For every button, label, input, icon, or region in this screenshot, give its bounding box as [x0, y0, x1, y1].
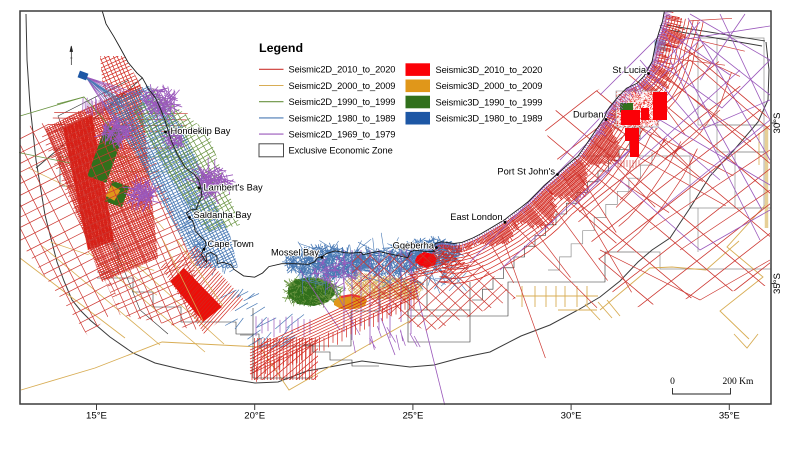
svg-text:Saldanha Bay: Saldanha Bay [194, 210, 252, 220]
svg-text:30°S: 30°S [772, 113, 783, 134]
svg-text:Lambert's Bay: Lambert's Bay [204, 183, 263, 193]
svg-text:15°E: 15°E [86, 411, 107, 422]
svg-text:Seismic2D_1990_to_1999: Seismic2D_1990_to_1999 [289, 97, 396, 107]
svg-text:35°E: 35°E [719, 411, 740, 422]
svg-text:Exclusive Economic Zone: Exclusive Economic Zone [289, 146, 393, 156]
svg-text:Seismic2D_1980_to_1989: Seismic2D_1980_to_1989 [289, 113, 396, 123]
svg-text:Port St John's: Port St John's [497, 167, 555, 177]
svg-text:Seismic2D_2000_to_2009: Seismic2D_2000_to_2009 [289, 81, 396, 91]
svg-text:Gqeberha: Gqeberha [393, 241, 435, 251]
svg-text:200 Km: 200 Km [723, 377, 754, 387]
svg-text:St Lucia: St Lucia [612, 65, 646, 75]
svg-text:Seismic2D_1969_to_1979: Seismic2D_1969_to_1979 [289, 130, 396, 140]
svg-text:0: 0 [670, 377, 675, 387]
svg-text:Seismic3D_1990_to_1999: Seismic3D_1990_to_1999 [436, 97, 543, 107]
svg-text:Seismic3D_1980_to_1989: Seismic3D_1980_to_1989 [436, 114, 543, 124]
svg-text:30°E: 30°E [561, 411, 582, 422]
svg-text:Durban: Durban [573, 110, 604, 120]
svg-text:25°E: 25°E [402, 411, 423, 422]
svg-text:Seismic3D_2000_to_2009: Seismic3D_2000_to_2009 [436, 81, 543, 91]
svg-text:Mossel Bay: Mossel Bay [271, 247, 319, 257]
svg-text:Seismic2D_2010_to_2020: Seismic2D_2010_to_2020 [289, 65, 396, 75]
svg-text:20°E: 20°E [244, 411, 265, 422]
svg-text:Hondeklip Bay: Hondeklip Bay [171, 126, 231, 136]
svg-text:Seismic3D_2010_to_2020: Seismic3D_2010_to_2020 [436, 65, 543, 75]
svg-text:East London: East London [450, 212, 502, 222]
svg-text:Legend: Legend [259, 41, 303, 55]
svg-text:Cape Town: Cape Town [208, 239, 254, 249]
svg-text:35°S: 35°S [772, 273, 783, 294]
